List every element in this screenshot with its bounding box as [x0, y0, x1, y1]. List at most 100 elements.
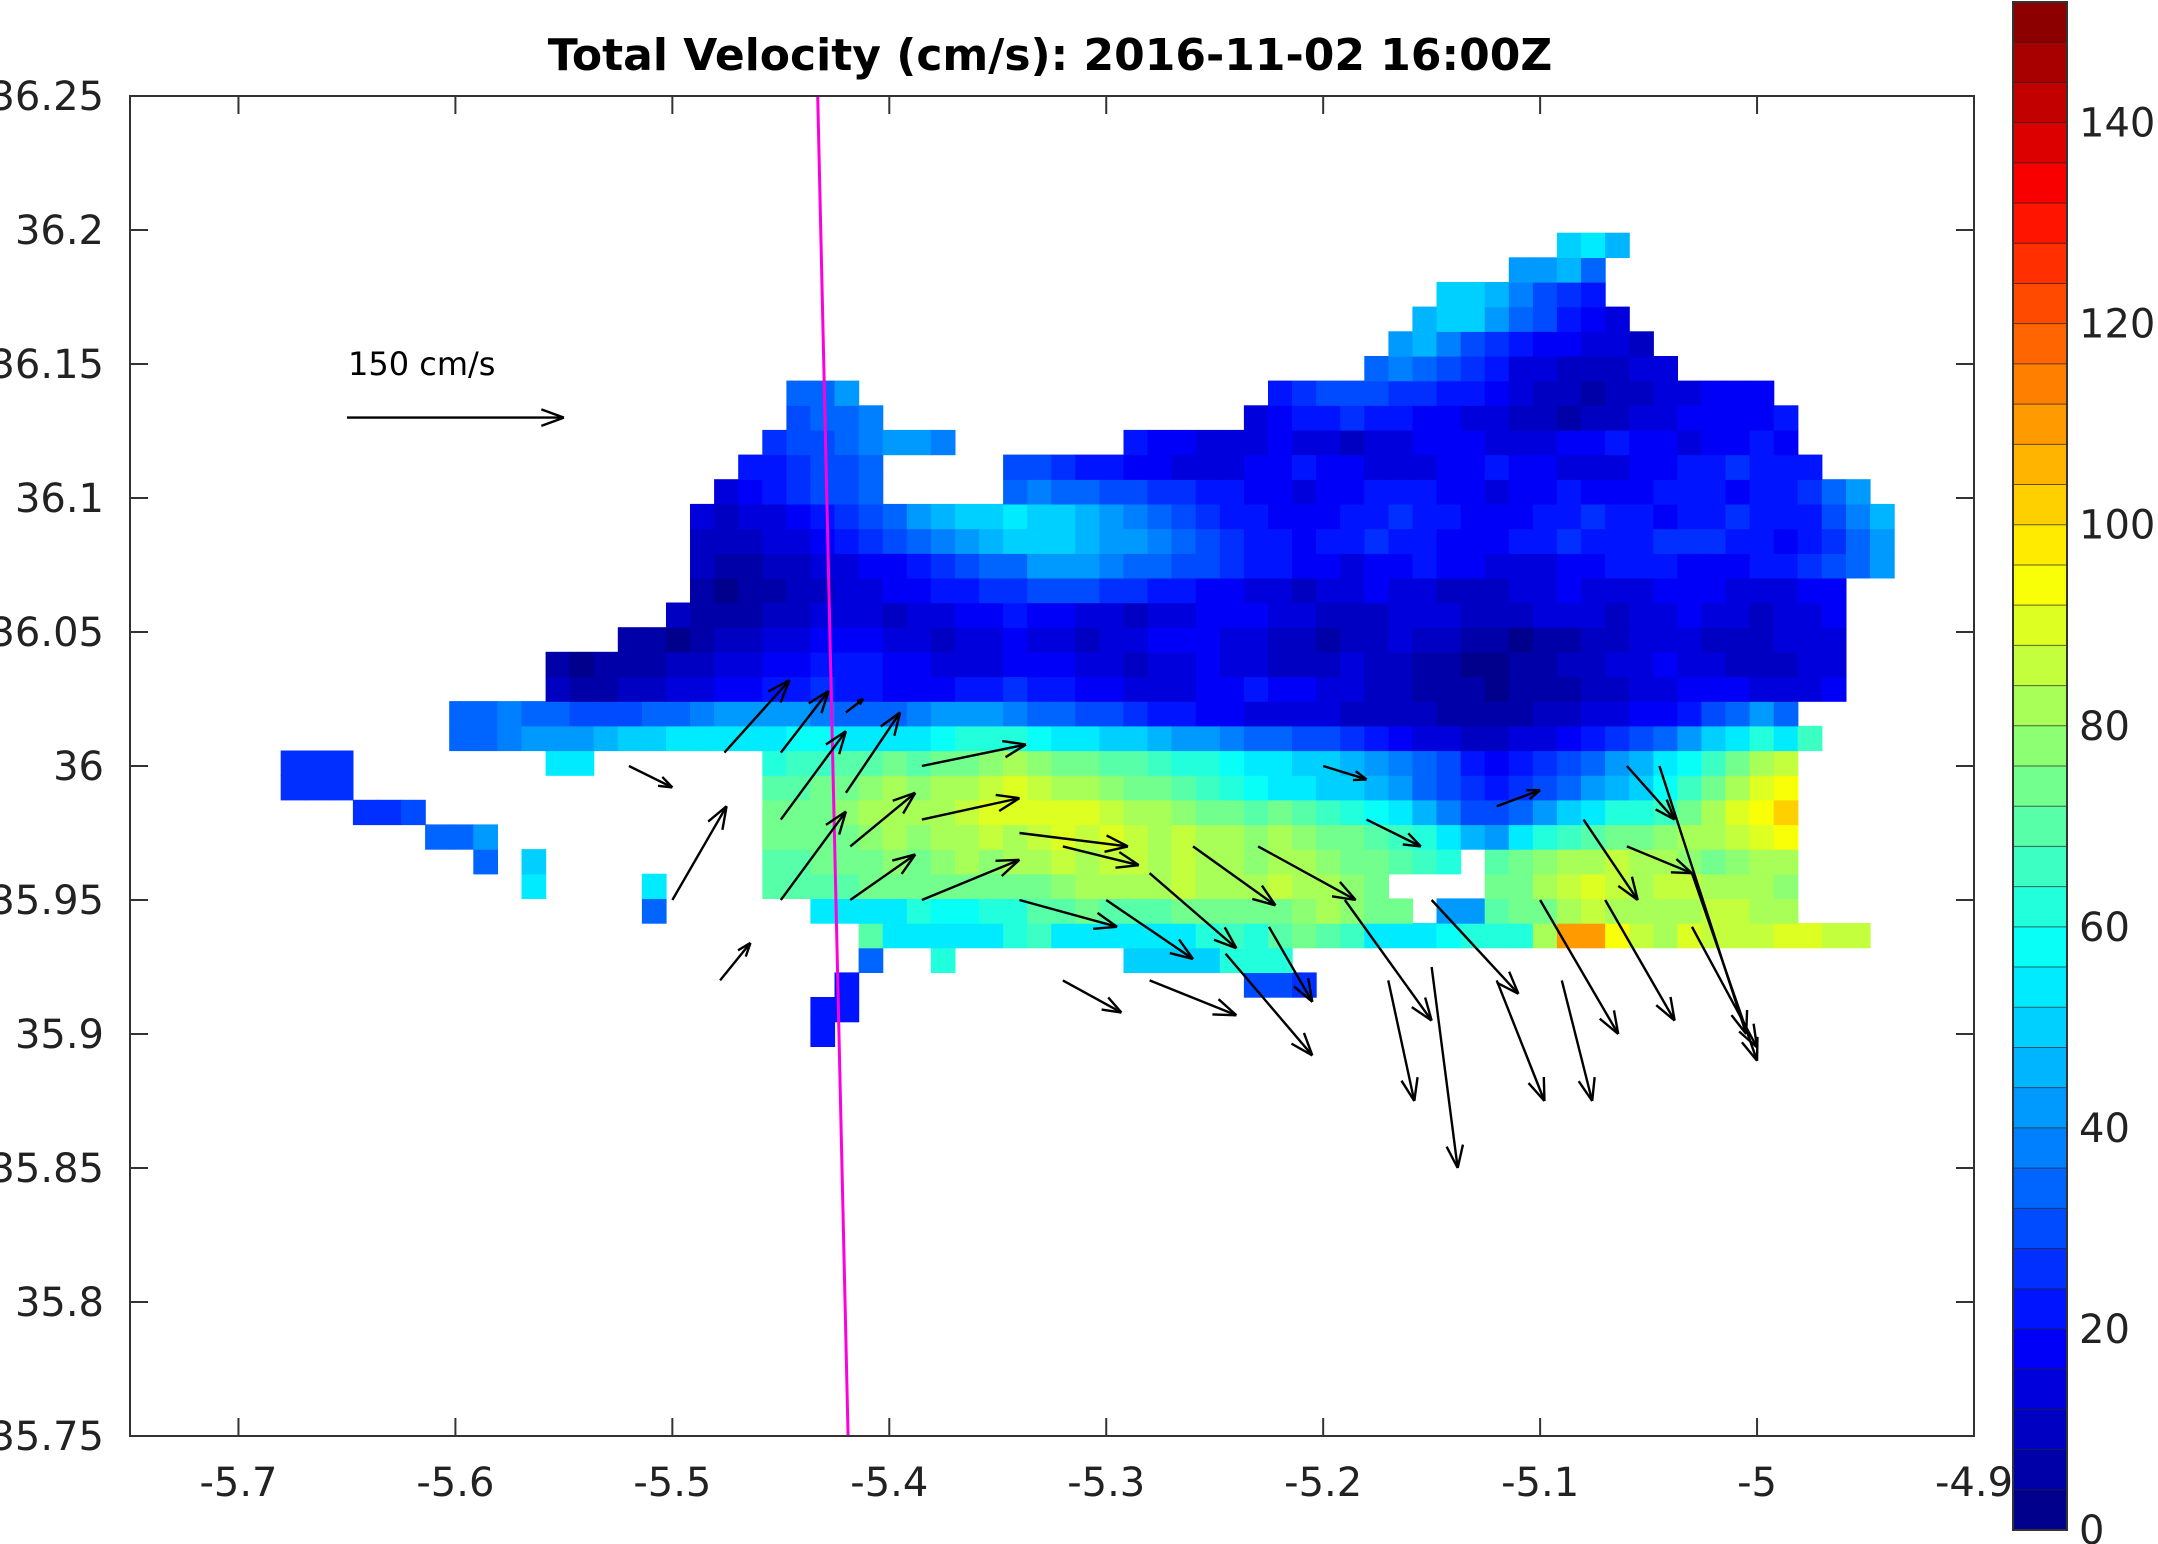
- velocity-cell: [1701, 873, 1727, 899]
- velocity-cell: [1388, 849, 1414, 875]
- velocity-cell: [690, 602, 715, 628]
- velocity-cell: [1147, 676, 1173, 702]
- velocity-cell: [1605, 701, 1630, 727]
- velocity-cell: [1773, 429, 1799, 456]
- velocity-cell: [1629, 651, 1654, 678]
- velocity-cell: [1171, 454, 1197, 480]
- velocity-cell: [906, 799, 932, 826]
- velocity-cell: [1532, 676, 1558, 702]
- velocity-cell: [1412, 775, 1438, 801]
- velocity-cell: [1195, 775, 1221, 801]
- velocity-cell: [906, 898, 932, 924]
- velocity-cell: [714, 577, 739, 604]
- velocity-cell: [1629, 454, 1654, 480]
- velocity-cell: [1484, 725, 1510, 752]
- velocity-cell: [1051, 750, 1076, 776]
- velocity-cell: [930, 503, 956, 530]
- velocity-cell: [1436, 849, 1462, 875]
- velocity-cell: [1629, 602, 1654, 628]
- velocity-cell: [1195, 947, 1221, 973]
- x-tick-label: -5.7: [199, 1460, 277, 1506]
- velocity-cell: [1701, 380, 1727, 406]
- colorbar-level: [2013, 1489, 2067, 1531]
- velocity-cell: [714, 553, 739, 579]
- velocity-cell: [1484, 824, 1510, 850]
- velocity-cell: [1388, 651, 1414, 678]
- velocity-cell: [1436, 602, 1462, 628]
- colorbar-level: [2013, 203, 2067, 244]
- velocity-cell: [1412, 479, 1438, 505]
- velocity-cell: [1388, 553, 1414, 579]
- velocity-cell: [1556, 824, 1582, 850]
- velocity-cell: [1629, 503, 1654, 530]
- velocity-vector: [1539, 899, 1620, 1035]
- velocity-cell: [1532, 577, 1558, 604]
- velocity-cell: [834, 528, 860, 554]
- velocity-cell: [1364, 479, 1389, 505]
- velocity-cell: [1316, 454, 1341, 480]
- velocity-cell: [1195, 503, 1221, 530]
- velocity-cell: [786, 553, 812, 579]
- velocity-cell: [1195, 429, 1221, 456]
- colorbar-level: [2013, 1248, 2067, 1290]
- velocity-cell: [280, 750, 306, 776]
- velocity-cell: [1677, 405, 1702, 431]
- velocity-cell: [1123, 503, 1149, 530]
- velocity-cell: [1364, 627, 1389, 653]
- velocity-cell: [858, 577, 884, 604]
- velocity-cell: [786, 602, 812, 628]
- velocity-cell: [1268, 528, 1293, 554]
- colorbar-level: [2013, 685, 2067, 727]
- velocity-cell: [1773, 750, 1799, 776]
- velocity-cell: [834, 429, 860, 456]
- velocity-cell: [1340, 725, 1365, 752]
- velocity-vector: [1343, 899, 1433, 1022]
- velocity-cell: [1797, 479, 1823, 505]
- velocity-cell: [1556, 750, 1582, 776]
- velocity-cell: [1556, 454, 1582, 480]
- velocity-cell: [1123, 947, 1149, 973]
- velocity-cell: [1195, 553, 1221, 579]
- velocity-cell: [1003, 454, 1028, 480]
- velocity-cell: [1629, 923, 1654, 949]
- velocity-cell: [1219, 676, 1245, 702]
- velocity-cell: [1171, 528, 1197, 554]
- velocity-cell: [521, 701, 547, 727]
- velocity-cell: [954, 553, 980, 579]
- velocity-cell: [1701, 553, 1727, 579]
- colorbar-level: [2013, 605, 2067, 646]
- velocity-cell: [1460, 380, 1486, 406]
- velocity-cell: [930, 429, 956, 456]
- velocity-cell: [1147, 799, 1173, 826]
- velocity-cell: [1412, 331, 1438, 357]
- velocity-cell: [1653, 701, 1678, 727]
- velocity-cell: [1870, 528, 1895, 554]
- velocity-cell: [1508, 873, 1534, 899]
- velocity-cell: [1292, 676, 1317, 702]
- velocity-cell: [810, 602, 836, 628]
- velocity-cell: [1532, 356, 1558, 382]
- velocity-cell: [1219, 849, 1245, 875]
- x-tick-label: -5.5: [633, 1460, 711, 1506]
- velocity-cell: [1605, 676, 1630, 702]
- velocity-cell: [1364, 577, 1389, 604]
- velocity-cell: [1484, 701, 1510, 727]
- velocity-cell: [1845, 479, 1871, 505]
- velocity-cell: [858, 627, 884, 653]
- colorbar-level: [2013, 122, 2067, 164]
- colorbar-level: [2013, 82, 2067, 124]
- velocity-cell: [1484, 553, 1510, 579]
- velocity-cell: [1845, 923, 1871, 949]
- velocity-cell: [1677, 676, 1702, 702]
- y-tick-label: 35.8: [15, 1280, 104, 1326]
- velocity-cell: [1436, 282, 1462, 308]
- velocity-cell: [1701, 676, 1727, 702]
- velocity-cell: [1027, 873, 1052, 899]
- velocity-cell: [1123, 454, 1149, 480]
- velocity-cell: [1388, 528, 1414, 554]
- velocity-cell: [1316, 849, 1341, 875]
- velocity-cell: [1316, 775, 1341, 801]
- velocity-cell: [979, 824, 1004, 850]
- velocity-cell: [1653, 528, 1678, 554]
- velocity-cell: [1219, 799, 1245, 826]
